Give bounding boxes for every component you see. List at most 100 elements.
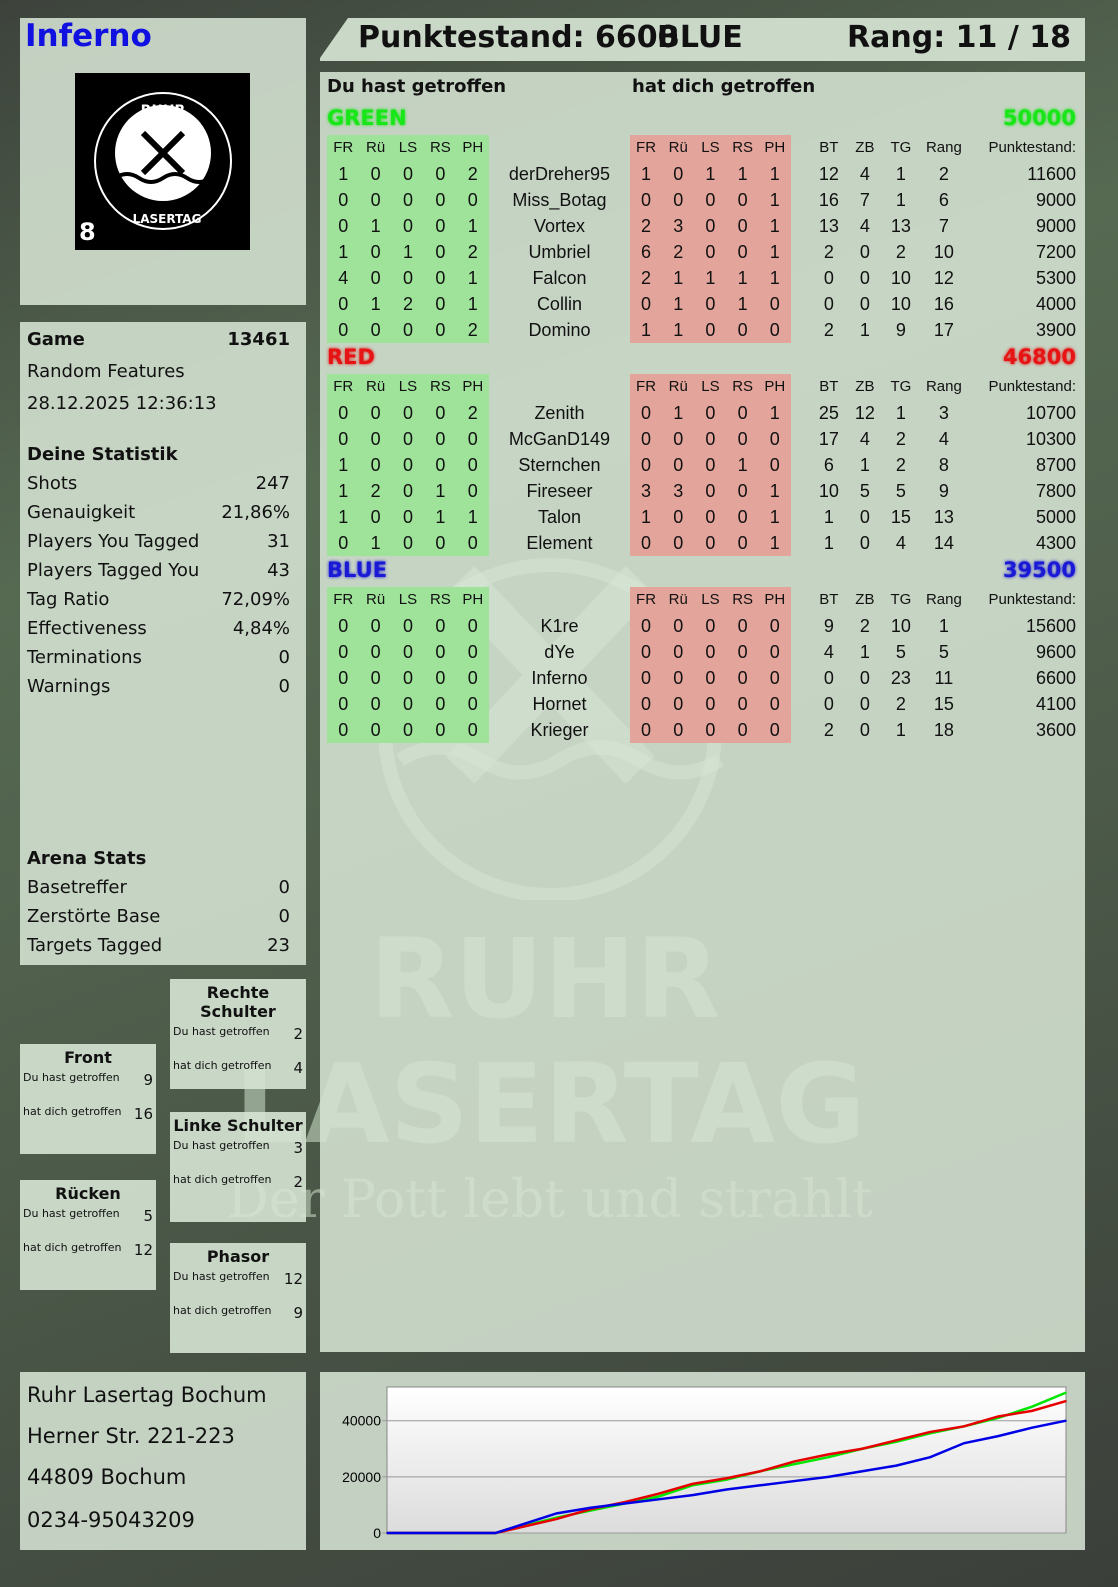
stat-cell: 0 [629,639,663,665]
stat-cell: 2 [456,239,489,265]
stat-cell: 0 [424,291,457,317]
stat-cell: 0 [359,504,392,530]
team-name: GREEN [327,106,407,130]
player-name: Inferno [25,18,152,54]
address-line: 44809 Bochum [27,1465,187,1489]
stat-label: Players You Tagged [27,531,200,552]
data-point [1065,1419,1067,1422]
stat-cell: 3 [629,478,663,504]
player-name: Collin [536,294,582,314]
column-header: BT [819,139,839,156]
column-header: RS [424,587,457,613]
arena-value: 0 [278,906,290,927]
arena-title-text: Arena Stats [27,848,147,869]
column-header: ZB [855,139,875,156]
stat-cell: 13 [890,216,911,236]
column-header: BT [819,378,839,395]
stat-cell: 0 [391,504,425,530]
column-header: LS [391,135,425,161]
stat-cell: 15 [933,694,954,714]
stat-cell: 0 [726,504,759,530]
stat-cell: 0 [359,717,392,743]
column-header: FR [629,587,663,613]
stat-cell: 1 [758,504,791,530]
column-header: RS [726,135,759,161]
stat-cell: 0 [823,668,834,688]
stat-cell: 0 [359,265,392,291]
stat-cell: 0 [629,187,663,213]
player-name: derDreher95 [508,164,610,184]
data-point [1031,1405,1033,1408]
stat-cell: 0 [391,213,425,239]
player-name: Element [526,533,593,553]
stat-cell: 1 [424,478,457,504]
column-header: LS [391,587,425,613]
stat-cell: 0 [694,426,727,452]
stat-cell: 0 [726,213,759,239]
stat-cell: 0 [758,317,791,343]
stat-cell: 0 [359,239,392,265]
arena-value: 0 [278,877,290,898]
stat-cell: 10 [890,268,911,288]
stat-cell: 1 [758,530,791,556]
data-point [861,1447,864,1450]
stat-cell: 0 [662,161,695,187]
player-row: 1 0 0 0 0 Sternchen 0 0 0 1 0 6 1 2 8 8700 [327,452,1076,478]
column-header: LS [694,587,727,613]
stat-cell: 0 [424,426,457,452]
zone-line-value: 9 [293,1304,303,1322]
stat-cell: 6 [938,190,949,210]
stat-cell: 0 [391,161,425,187]
spacer [791,717,811,743]
stat-cell: 11 [934,668,954,688]
stat-cell: 1 [456,291,489,317]
stat-row: Players Tagged You 43 [27,556,290,585]
stat-cell: 2 [859,616,870,636]
stat-label: Players Tagged You [27,560,200,581]
zone-line-value: 3 [293,1139,303,1157]
column-header: ZB [855,591,875,608]
stat-cell: 0 [694,400,727,426]
stat-cell: 1 [726,291,759,317]
stat-cell: 0 [391,639,425,665]
stat-cell: 1 [424,504,457,530]
stat-cell: 10300 [1025,429,1076,449]
player-row: 0 0 0 0 0 Hornet 0 0 0 0 0 0 0 2 15 4100 [327,691,1076,717]
stat-cell: 0 [726,717,759,743]
stat-cell: 1 [758,213,791,239]
stat-cell: 0 [424,400,457,426]
you-hit-heading: Du hast getroffen [327,76,507,97]
stat-cell: 10 [890,294,911,314]
stat-cell: 0 [456,478,489,504]
stat-cell: 0 [629,691,663,717]
stat-label: Effectiveness [27,618,147,639]
spacer [791,587,811,613]
zone-line-label: Du hast getroffen [173,1270,270,1283]
arena-label: Zerstörte Base [27,906,161,927]
data-point [827,1456,830,1458]
zone-box: Linke Schulter Du hast getroffen 3 hat dich… [170,1112,306,1222]
rank-label: Rang: 11 / 18 [847,20,1071,55]
stat-cell: 1 [456,265,489,291]
stat-label: Genauigkeit [27,502,136,523]
stat-cell: 0 [424,452,457,478]
column-header: FR [629,374,663,400]
spacer [791,187,811,213]
stat-value: 4,84% [232,618,290,639]
zone-line-value: 2 [293,1173,303,1191]
player-logo: RUHR LASERTAG 8 [75,73,250,250]
stat-row: Warnings 0 [27,672,290,701]
stat-cell: 8700 [1035,455,1076,475]
stat-cell: 4300 [1035,533,1076,553]
stat-cell: 0 [456,691,489,717]
stat-cell: 1 [694,265,727,291]
score-progress-chart: 0 20000 40000 [342,1386,1067,1541]
stat-cell: 5 [895,642,906,662]
stat-cell: 2 [629,265,663,291]
stat-cell: 10 [933,242,954,262]
stat-cell: 0 [327,639,360,665]
stat-cell: 0 [662,665,695,691]
stat-cell: 0 [629,613,663,639]
stat-cell: 0 [327,400,360,426]
stat-cell: 8 [938,455,949,475]
